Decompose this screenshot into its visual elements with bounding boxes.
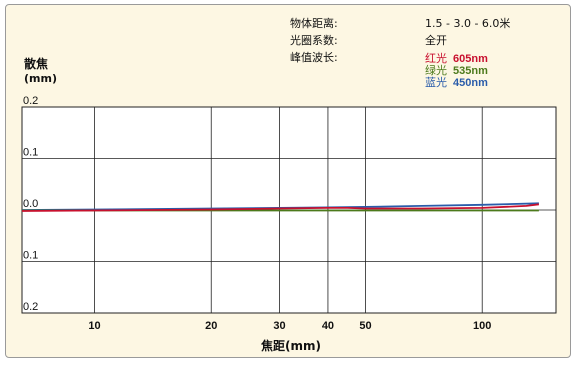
y-tick-label: 0.0 — [23, 198, 38, 210]
x-tick-label: 10 — [88, 320, 100, 332]
x-tick-label: 30 — [273, 320, 285, 332]
series-line-2 — [21, 203, 540, 212]
y-axis-label: 散焦 — [24, 56, 48, 71]
legend-blue-value: 450nm — [453, 77, 488, 89]
legend-blue-name: 蓝光 — [425, 76, 447, 89]
x-axis-label: 焦距(mm) — [260, 338, 321, 353]
legend-red-value: 605nm — [453, 53, 488, 65]
legend-green-name: 绿光 — [425, 64, 447, 77]
y-tick-label: 0.2 — [23, 95, 38, 107]
y-tick-label: 0.1 — [23, 250, 38, 262]
x-tick-label: 20 — [205, 320, 217, 332]
x-tick-label: 100 — [473, 320, 491, 332]
aperture-value: 全开 — [425, 34, 447, 47]
aperture-label: 光圈系数: — [290, 34, 338, 47]
wavelength-label: 峰值波长: — [290, 51, 338, 64]
legend-red-name: 红光 — [425, 52, 447, 65]
legend-green-value: 535nm — [453, 65, 488, 77]
y-axis-label: (mm) — [24, 72, 57, 85]
object-distance-value: 1.5 - 3.0 - 6.0米 — [425, 17, 511, 30]
legend-blue: 蓝光 450nm — [425, 76, 488, 90]
legend-green: 绿光 535nm — [425, 64, 488, 78]
y-tick-label: 0.2 — [23, 301, 38, 313]
x-tick-label: 50 — [359, 320, 371, 332]
x-tick-label: 40 — [322, 320, 334, 332]
y-tick-label: 0.1 — [23, 147, 38, 159]
legend-red: 红光 605nm — [425, 52, 488, 66]
object-distance-label: 物体距离: — [290, 17, 338, 30]
